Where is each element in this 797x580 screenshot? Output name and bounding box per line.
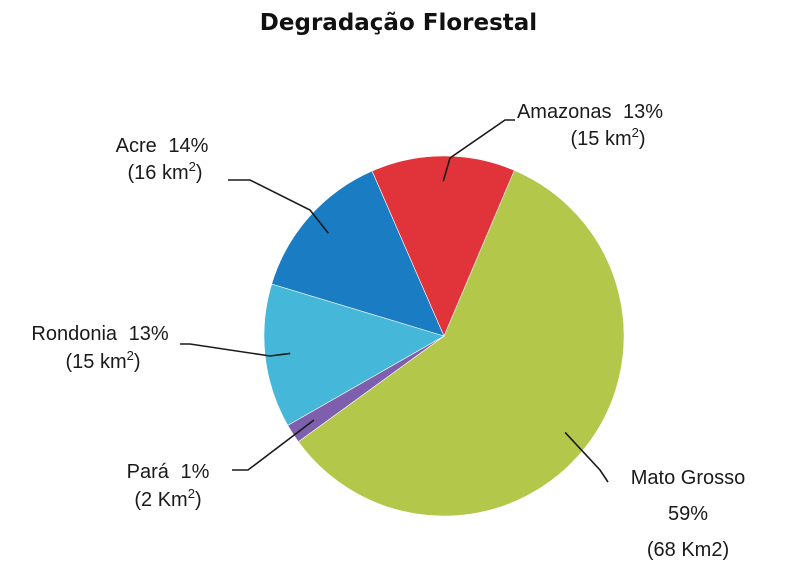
label-rondonia-area: (15 km [65, 351, 126, 373]
label-rondonia-tail: ) [134, 351, 141, 373]
svg-text:Rondonia 13%: Rondonia 13% [31, 323, 168, 345]
label-amazonas-percent: 13% [623, 101, 663, 123]
label-acre-sup: 2 [189, 159, 196, 174]
label-amazonas: Amazonas 13% (15 km2) [517, 101, 663, 150]
chart-title: Degradação Florestal [259, 10, 538, 36]
leader-line-para [232, 419, 315, 471]
label-para-sup: 2 [188, 486, 195, 501]
leader-line-amazonas [442, 119, 515, 182]
label-amazonas-name: Amazonas [517, 101, 612, 123]
pie-slice-mato-grosso [297, 169, 625, 517]
label-amazonas-area: (15 km [570, 128, 631, 150]
label-rondonia-percent: 13% [129, 323, 169, 345]
pie-slice-acre [271, 170, 445, 337]
label-acre-percent: 14% [168, 135, 208, 157]
svg-text:(2 Km2): (2 Km2) [134, 486, 201, 511]
label-acre: Acre 14% (16 km2) [116, 135, 209, 184]
pie-slice-amazonas [371, 155, 515, 337]
svg-text:Pará 1%: Pará 1% [127, 461, 210, 483]
svg-text:(15 km2): (15 km2) [570, 125, 645, 150]
svg-text:(15 km2): (15 km2) [65, 348, 140, 373]
label-para: Pará 1% (2 Km2) [127, 461, 210, 511]
label-para-percent: 1% [180, 461, 209, 483]
label-para-area: (2 Km [134, 489, 187, 511]
svg-text:Amazonas 13%: Amazonas 13% [517, 101, 663, 123]
pie-slice-rondonia [263, 283, 445, 426]
label-mato-grosso: Mato Grosso 59% (68 Km2) [631, 467, 745, 561]
leader-line-mato-grosso [564, 431, 609, 483]
label-rondonia: Rondonia 13% (15 km2) [31, 323, 168, 373]
label-acre-tail: ) [196, 162, 203, 184]
label-para-name: Pará [127, 461, 170, 483]
label-amazonas-sup: 2 [632, 125, 639, 140]
label-acre-name: Acre [116, 135, 157, 157]
leader-line-acre [228, 179, 329, 234]
label-para-tail: ) [195, 489, 202, 511]
label-rondonia-sup: 2 [127, 348, 134, 363]
pie-slices [263, 155, 625, 517]
svg-text:Acre 14%: Acre 14% [116, 135, 209, 157]
label-mato-grosso-name: Mato Grosso [631, 467, 745, 489]
leader-lines [180, 119, 609, 483]
label-rondonia-name: Rondonia [31, 323, 118, 345]
label-acre-area: (16 km [127, 162, 188, 184]
svg-text:(16 km2): (16 km2) [127, 159, 202, 184]
leader-line-rondonia [180, 343, 291, 357]
label-mato-grosso-percent: 59% [668, 503, 708, 525]
label-amazonas-tail: ) [639, 128, 646, 150]
label-mato-grosso-area: (68 Km2) [647, 539, 729, 561]
